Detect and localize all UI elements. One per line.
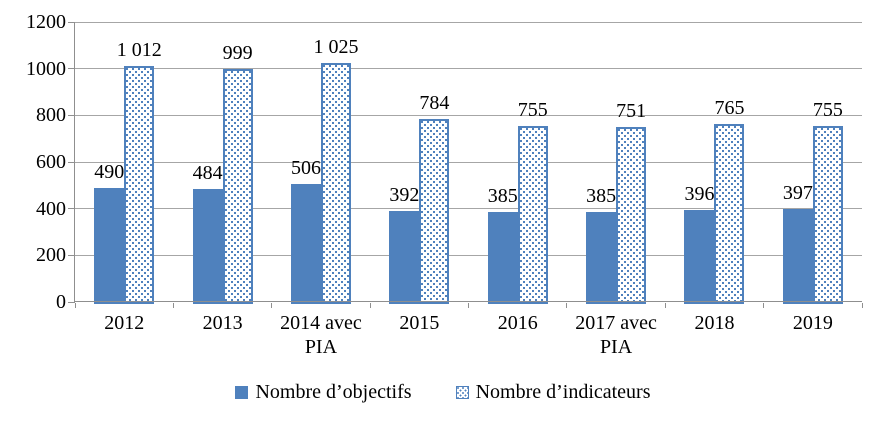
y-axis-line [74, 22, 75, 303]
y-axis-label: 0 [56, 291, 66, 313]
bar-objectifs [782, 209, 813, 304]
bar-objectifs [290, 183, 321, 304]
legend-label-indicateurs: Nombre d’indicateurs [475, 381, 651, 403]
bar-indicateurs [124, 65, 155, 304]
x-axis-line [74, 301, 862, 302]
bar-indicateurs [616, 126, 647, 304]
bar-objectifs [389, 210, 420, 304]
legend-swatch-indicateurs-icon [455, 386, 469, 399]
y-axis-tick [68, 68, 74, 70]
value-label-indicateurs: 751 [616, 99, 647, 122]
bar-objectifs [684, 209, 715, 304]
value-label-objectifs: 490 [94, 160, 125, 183]
bar-indicateurs [812, 125, 843, 304]
bar-indicateurs [419, 119, 450, 304]
x-axis-label: 2013 [202, 312, 243, 334]
legend-item-indicateurs: Nombre d’indicateurs [455, 381, 651, 404]
bar-objectifs [487, 212, 518, 304]
x-axis-tick [664, 303, 666, 308]
value-label-objectifs: 396 [684, 182, 715, 205]
y-axis-label: 1000 [26, 57, 66, 80]
bar-indicateurs [222, 68, 253, 304]
value-label-objectifs: 484 [192, 162, 223, 185]
value-label-indicateurs: 1 025 [313, 35, 359, 58]
y-axis-label: 1200 [26, 11, 66, 33]
y-axis-tick [68, 254, 74, 256]
bar-objectifs [94, 187, 125, 304]
plot-area: 490 1 012 484 999 506 1 025 392 784 385 755 385 751… [68, 21, 863, 308]
y-axis-label: 800 [36, 104, 66, 127]
y-axis-tick [68, 114, 74, 116]
x-axis-tick [369, 303, 371, 308]
x-axis-tick [763, 303, 765, 308]
gridline-800 [75, 114, 862, 116]
gridline-1000 [75, 68, 862, 70]
x-axis-tick [861, 303, 863, 308]
legend-swatch-objectifs-icon [235, 386, 249, 399]
y-axis-tick [68, 208, 74, 210]
value-label-indicateurs: 765 [714, 96, 745, 119]
x-axis-tick [566, 303, 568, 308]
bar-indicateurs [714, 123, 745, 304]
y-axis-tick [68, 21, 74, 23]
y-axis-tick [68, 161, 74, 163]
y-axis-label: 200 [36, 244, 66, 267]
gridline-400 [75, 208, 862, 210]
x-axis-tick [74, 303, 76, 308]
legend: Nombre d’objectifs Nombre d’indicateurs [0, 381, 886, 404]
value-label-objectifs: 385 [487, 185, 518, 208]
value-label-indicateurs: 784 [419, 92, 450, 115]
gridline-1200 [75, 21, 862, 23]
bar-indicateurs [320, 62, 351, 304]
value-label-indicateurs: 999 [222, 41, 253, 64]
value-label-indicateurs: 1 012 [116, 38, 162, 61]
x-axis-tick [468, 303, 469, 308]
y-axis-label: 400 [36, 197, 66, 220]
value-label-indicateurs: 755 [517, 98, 548, 121]
y-axis-label: 600 [36, 151, 66, 173]
value-label-objectifs: 392 [389, 183, 420, 206]
x-axis-label: 2012 [104, 312, 145, 334]
legend-item-objectifs: Nombre d’objectifs [235, 381, 412, 404]
x-axis-label: 2017 avec PIA [575, 312, 657, 358]
x-axis-label: 2016 [497, 312, 538, 334]
x-axis-tick [172, 303, 174, 308]
x-axis-tick [271, 303, 273, 308]
value-label-objectifs: 397 [782, 182, 813, 205]
x-axis-label: 2015 [399, 312, 440, 334]
bar-indicateurs [517, 125, 548, 304]
legend-label-objectifs: Nombre d’objectifs [255, 381, 412, 403]
value-label-objectifs: 506 [290, 156, 321, 179]
bar-objectifs [586, 212, 617, 304]
y-axis-tick [68, 301, 74, 303]
x-axis-label: 2019 [792, 312, 833, 334]
bar-objectifs [192, 189, 223, 304]
value-label-indicateurs: 755 [812, 98, 843, 121]
gridline-200 [75, 254, 862, 256]
value-label-objectifs: 385 [586, 185, 617, 208]
gridline-600 [75, 161, 862, 163]
x-axis-label: 2014 avec PIA [280, 312, 362, 358]
x-axis-label: 2018 [694, 312, 735, 334]
